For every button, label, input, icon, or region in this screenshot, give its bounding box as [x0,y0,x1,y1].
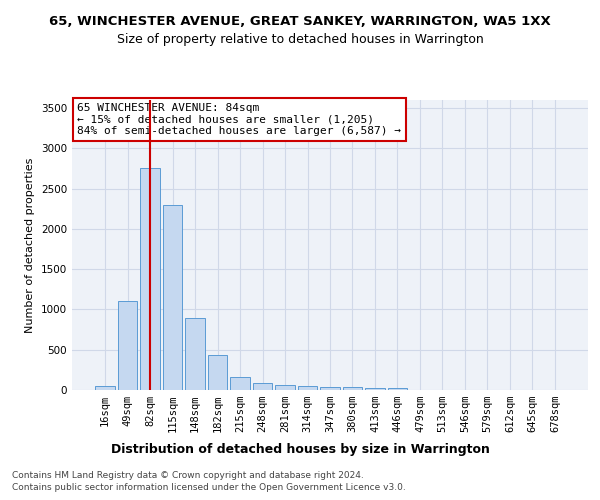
Bar [388,388,407,390]
Bar [275,385,295,390]
Bar [365,388,385,390]
Bar [230,377,250,390]
Bar [95,386,115,390]
Bar [208,356,227,390]
Bar [140,168,160,390]
Bar [343,387,362,390]
Bar [118,302,137,390]
Text: Distribution of detached houses by size in Warrington: Distribution of detached houses by size … [110,442,490,456]
Y-axis label: Number of detached properties: Number of detached properties [25,158,35,332]
Bar [253,383,272,390]
Text: Contains public sector information licensed under the Open Government Licence v3: Contains public sector information licen… [12,484,406,492]
Text: Size of property relative to detached houses in Warrington: Size of property relative to detached ho… [116,32,484,46]
Text: Contains HM Land Registry data © Crown copyright and database right 2024.: Contains HM Land Registry data © Crown c… [12,471,364,480]
Text: 65 WINCHESTER AVENUE: 84sqm
← 15% of detached houses are smaller (1,205)
84% of : 65 WINCHESTER AVENUE: 84sqm ← 15% of det… [77,103,401,136]
Bar [320,387,340,390]
Bar [185,318,205,390]
Text: 65, WINCHESTER AVENUE, GREAT SANKEY, WARRINGTON, WA5 1XX: 65, WINCHESTER AVENUE, GREAT SANKEY, WAR… [49,15,551,28]
Bar [163,204,182,390]
Bar [298,386,317,390]
